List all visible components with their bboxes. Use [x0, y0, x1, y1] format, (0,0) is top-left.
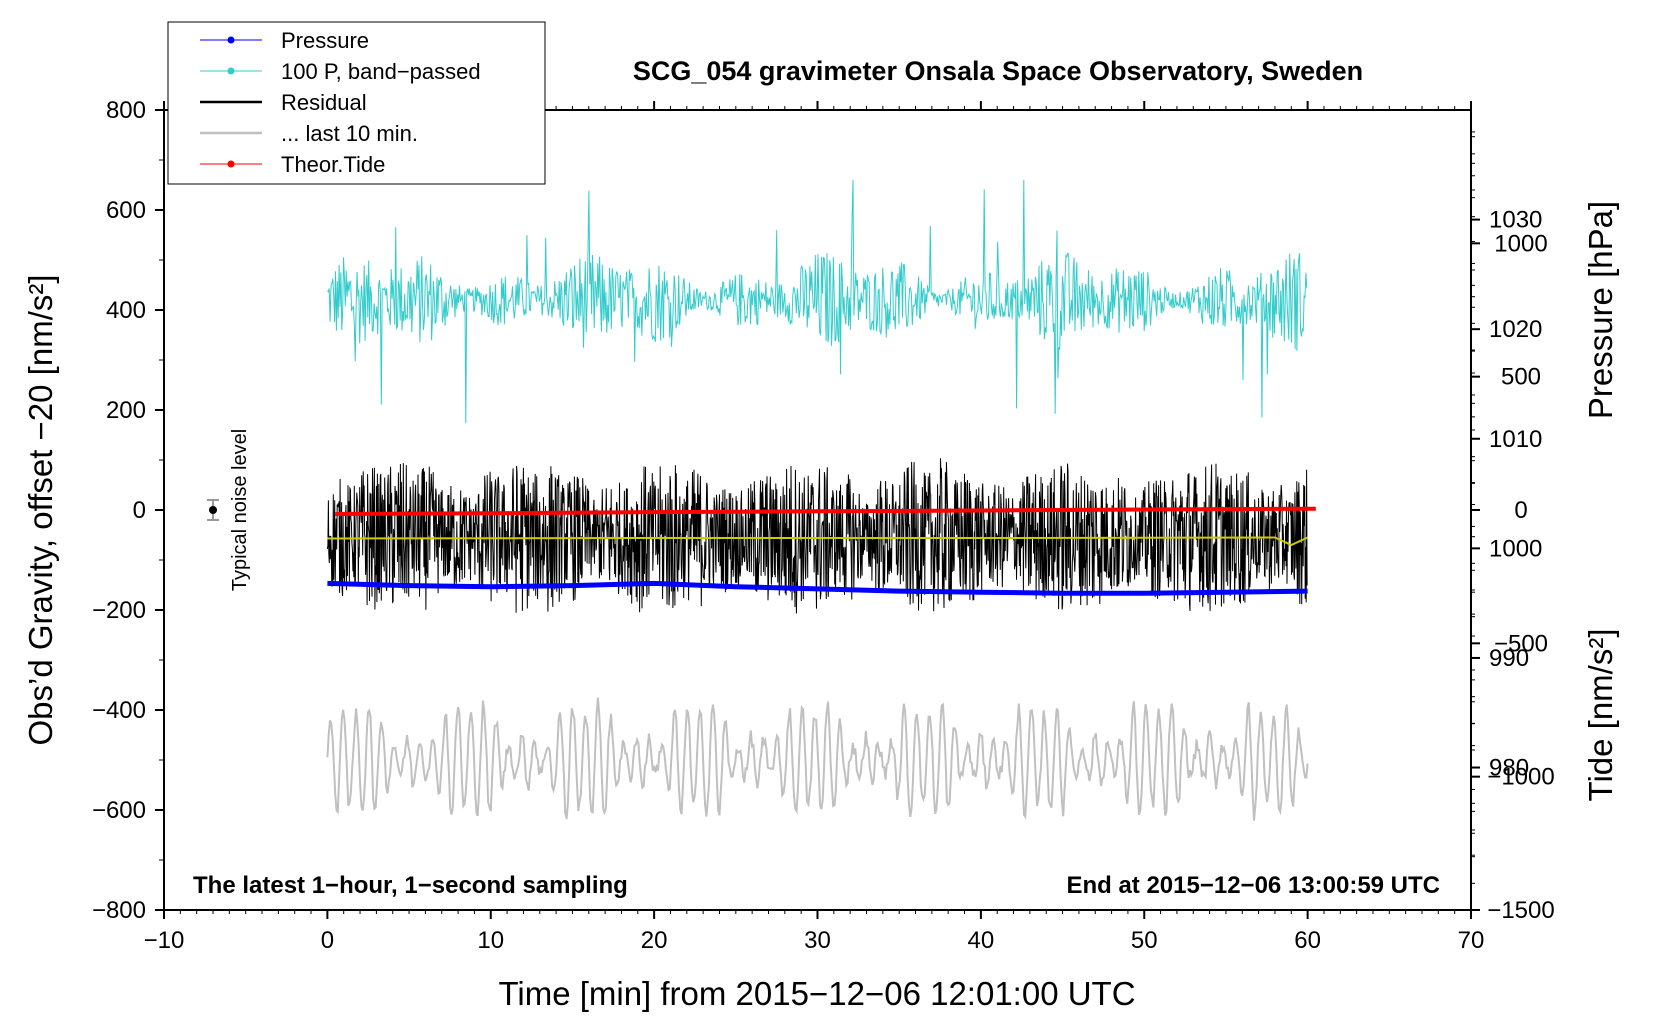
pressure-tick-label: 1000: [1489, 535, 1542, 562]
residual-line: [326, 458, 1308, 614]
y-tick-label-left: 800: [106, 97, 146, 124]
tide-tick-label: −500: [1494, 630, 1548, 657]
ticks-layer: −10 0 10 20 30 40 50 60 708006004002000−200−400−…: [92, 97, 1555, 954]
legend-label: 100 P, band−passed: [281, 59, 481, 84]
noise-dot: [209, 506, 218, 514]
x-tick-label: 0: [321, 927, 334, 954]
x-axis-title: Time [min] from 2015−12−06 12:01:00 UTC: [498, 975, 1135, 1012]
bandpassed-pressure-line: [327, 179, 1308, 424]
tide-tick-label: 0: [1514, 497, 1527, 524]
y-axis-title-left: Obs’d Gravity, offset −20 [nm/s²]: [22, 274, 59, 745]
y-tick-label-left: −600: [92, 797, 146, 824]
legend-label: Theor.Tide: [281, 152, 385, 177]
x-tick-label: 30: [804, 927, 831, 954]
x-tick-label: 50: [1131, 927, 1158, 954]
x-tick-label: 40: [968, 927, 995, 954]
x-tick-label: 70: [1458, 927, 1485, 954]
tide-tick-label: −1500: [1487, 897, 1554, 924]
last-10-min-line: [326, 697, 1309, 821]
y-tick-label-left: 200: [106, 397, 146, 424]
legend-swatch-dot: [227, 160, 235, 168]
sampling-annotation: The latest 1−hour, 1−second sampling: [193, 872, 628, 899]
theoretical-tide-line: [335, 506, 1316, 516]
chart-title: SCG_054 gravimeter Onsala Space Observat…: [633, 56, 1363, 86]
legend: Pressure 100 P, band−passed Residual ... la…: [167, 21, 546, 185]
x-tick-label: 10: [477, 927, 504, 954]
residual-mean-line: [327, 536, 1309, 547]
pressure-tick-label: 1020: [1489, 316, 1542, 343]
y-tick-label-left: 400: [106, 297, 146, 324]
series-layer: [326, 179, 1316, 821]
pressure-tick-label: 990: [1489, 645, 1529, 672]
pressure-axis-title: Pressure [hPa]: [1582, 201, 1619, 419]
tide-tick-label: −1000: [1487, 764, 1554, 791]
legend-label: Pressure: [281, 28, 369, 53]
y-tick-label-left: 0: [133, 497, 146, 524]
noise-level-label: Typical noise level: [229, 429, 251, 591]
y-tick-label-left: −800: [92, 897, 146, 924]
legend-swatch-dot: [227, 36, 235, 44]
pressure-tick-label: 980: [1489, 755, 1529, 782]
x-tick-label: 20: [641, 927, 668, 954]
tide-tick-label: 500: [1501, 364, 1541, 391]
tide-axis-title: Tide [nm/s²]: [1582, 629, 1619, 802]
pressure-line: [327, 580, 1308, 596]
noise-level-marker: [207, 499, 220, 521]
y-tick-label-left: −200: [92, 597, 146, 624]
x-tick-label: −10: [144, 927, 185, 954]
legend-label: Residual: [281, 90, 367, 115]
pressure-tick-label: 1030: [1489, 207, 1542, 234]
legend-swatch-dot: [227, 67, 235, 75]
legend-label: ... last 10 min.: [281, 121, 418, 146]
y-tick-label-left: 600: [106, 197, 146, 224]
pressure-tick-label: 1010: [1489, 426, 1542, 453]
y-tick-label-left: −400: [92, 697, 146, 724]
x-tick-label: 60: [1294, 927, 1321, 954]
end-time-annotation: End at 2015−12−06 13:00:59 UTC: [1066, 872, 1440, 899]
tide-tick-label: 1000: [1494, 230, 1547, 257]
